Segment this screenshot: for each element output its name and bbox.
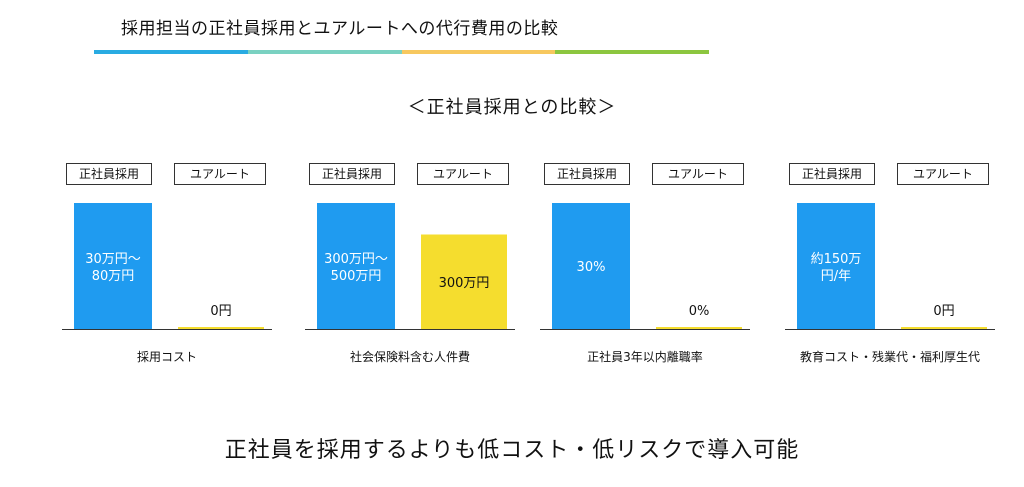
legend-regular-hire: 正社員採用 [789,163,875,185]
bar-regular-hire [74,203,152,329]
category-label: 採用コスト [136,350,197,364]
bar-yourroute [901,327,987,329]
chart-panel: 正社員採用 ユアルート約150万円/年 0円教育コスト・残業代・福利厚生代 [785,163,995,378]
data-label: 約150万円/年 [811,252,862,284]
chart-panel: 正社員採用 ユアルート 300万円～ 500万円 300万円社会保険料含む人件費 [305,163,515,378]
data-label-line: 30% [577,260,606,275]
data-label: 30万円～ 80万円 [85,252,141,284]
data-label-line: 0円 [933,304,954,319]
data-label: 300万円 [439,276,490,291]
data-label: 0円 [210,304,231,319]
category-label: 教育コスト・残業代・福利厚生代 [799,350,980,364]
legend-yourroute: ユアルート [174,163,266,185]
data-label-line: 300万円～ [324,252,388,267]
bar-chart-svg: 30% 0% [540,203,750,330]
chart-panel: 正社員採用 ユアルート 30% 0% 正社員3年以内離職率 [540,163,750,378]
legend-regular-hire: 正社員採用 [66,163,152,185]
legend-yourroute: ユアルート [652,163,744,185]
bar-regular-hire [552,203,630,329]
data-label-line: 500万円 [331,269,382,284]
legend-yourroute: ユアルート [897,163,989,185]
data-label: 30% [577,260,606,275]
data-label-line: 80万円 [92,269,135,284]
chart-panel: 正社員採用 ユアルート 30万円～ 80万円 0円採用コスト [62,163,272,378]
title-underline-segment [94,50,248,54]
category-label: 正社員3年以内離職率 [587,350,703,364]
bar-regular-hire [317,203,395,329]
section-title: ＜正社員採用との比較＞ [407,97,617,118]
bar-regular-hire [797,203,875,329]
data-label-line: 円/年 [821,269,851,284]
bar-yourroute [421,234,507,329]
bar-chart-svg: 30万円～ 80万円 0円 [62,203,272,330]
data-label-line: 0% [689,304,710,319]
bar-chart-svg: 300万円～ 500万円 300万円 [305,203,515,330]
data-label-line: 300万円 [439,276,490,291]
title-underline-segment [247,50,402,54]
title-underline-segment [401,50,556,54]
bar-yourroute [656,327,742,329]
title-underline-segment [555,50,709,54]
bar-plot: 30% 0% [540,193,750,333]
legend-regular-hire: 正社員採用 [544,163,630,185]
category-label: 社会保険料含む人件費 [349,350,470,364]
data-label-line: 約150万 [811,252,862,267]
bar-plot: 30万円～ 80万円 0円 [62,193,272,333]
bar-plot: 約150万円/年 0円 [785,193,995,333]
bar-plot: 300万円～ 500万円 300万円 [305,193,515,333]
legend-regular-hire: 正社員採用 [309,163,395,185]
data-label-line: 0円 [210,304,231,319]
title-underline [94,50,709,54]
data-label-line: 30万円～ [85,252,141,267]
legend-yourroute: ユアルート [417,163,509,185]
summary-message: 正社員を採用するよりも低コスト・低リスクで導入可能 [224,438,800,463]
data-label: 300万円～ 500万円 [324,252,388,284]
data-label: 0円 [933,304,954,319]
bar-yourroute [178,327,264,329]
bar-chart-svg: 約150万円/年 0円 [785,203,995,330]
data-label: 0% [689,304,710,319]
page-title: 採用担当の正社員採用とユアルートへの代行費用の比較 [121,19,559,39]
